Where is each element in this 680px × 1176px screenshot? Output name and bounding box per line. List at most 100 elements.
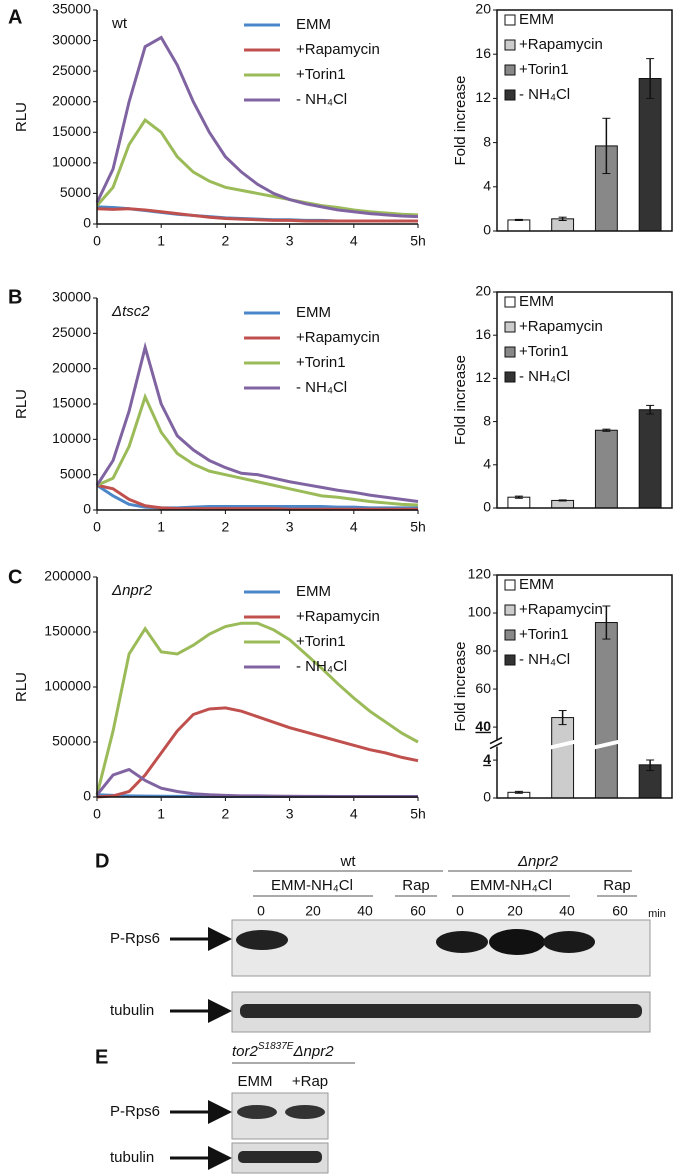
- legend-label: EMM: [519, 11, 554, 28]
- legend-swatch: [504, 39, 516, 51]
- legend-swatch: [504, 346, 516, 358]
- time-unit: min: [648, 908, 666, 920]
- annotation: wt: [111, 15, 128, 32]
- blot-e: tor2S1837EΔnpr2 EMM +Rap P-Rps6 tubulin: [110, 1041, 355, 1174]
- x-tick-label: 2: [222, 519, 230, 535]
- y-tick-label: 0: [483, 499, 491, 515]
- bar-break: [593, 739, 620, 750]
- x-tick-label: 5h: [410, 233, 426, 249]
- legend-label: - NH₄Cl: [296, 658, 347, 675]
- time-label: 60: [410, 903, 426, 919]
- band: [543, 931, 595, 953]
- panel-label: E: [95, 1046, 108, 1068]
- time-label: 20: [507, 903, 523, 919]
- x-tick-label: 3: [286, 519, 294, 535]
- y-axis-label: RLU: [13, 389, 30, 419]
- series-line: [95, 117, 419, 217]
- bar: [507, 496, 531, 509]
- legend-swatch: [504, 371, 516, 383]
- legend-label: - NH₄Cl: [296, 379, 347, 396]
- bar: [507, 219, 531, 232]
- legend-swatch: [504, 14, 516, 26]
- legend-label: +Torin1: [519, 343, 569, 360]
- series-line: [96, 706, 419, 799]
- legend-swatch: [504, 64, 516, 76]
- legend-label: - NH₄Cl: [296, 91, 347, 108]
- legend-label: +Rapamycin: [519, 36, 603, 53]
- allele: S1837E: [258, 1041, 294, 1052]
- y-tick-label: 40: [475, 718, 491, 734]
- series-line: [95, 621, 419, 796]
- panel-label: B: [8, 286, 22, 308]
- x-tick-label: 1: [157, 519, 165, 535]
- x-tick-label: 0: [93, 519, 101, 535]
- x-tick-label: 3: [286, 806, 294, 822]
- row-label: P-Rps6: [110, 930, 160, 947]
- bar: [594, 622, 618, 799]
- legend-label: - NH₄Cl: [519, 86, 570, 103]
- series-line: [95, 341, 419, 504]
- y-tick-label: 8: [483, 133, 491, 149]
- x-tick-label: 1: [157, 233, 165, 249]
- y-axis-label: Fold increase: [452, 355, 469, 445]
- x-tick-label: 2: [222, 806, 230, 822]
- y-tick-label: 80: [475, 642, 491, 658]
- row-label: tubulin: [110, 1149, 154, 1166]
- y-axis-label: RLU: [13, 672, 30, 702]
- time-label: 60: [612, 903, 628, 919]
- row-label: P-Rps6: [110, 1103, 160, 1120]
- y-tick-label: 10000: [52, 430, 91, 446]
- panel-label: A: [8, 6, 22, 28]
- plot-frame: [496, 574, 673, 799]
- x-tick-label: 4: [350, 233, 358, 249]
- band: [489, 929, 545, 955]
- legend-label: +Torin1: [296, 66, 346, 83]
- y-tick-label: 20000: [52, 359, 91, 375]
- y-tick-label: 0: [83, 215, 91, 231]
- x-tick-label: 1: [157, 806, 165, 822]
- axis-break-gap: [494, 740, 500, 747]
- y-tick-label: 4: [483, 456, 491, 472]
- legend-swatch: [504, 579, 516, 591]
- legend-label: +Torin1: [296, 633, 346, 650]
- legend-swatch: [504, 604, 516, 616]
- y-tick-label: 25000: [52, 62, 91, 78]
- time-label: 0: [456, 903, 464, 919]
- bar-break: [549, 739, 576, 750]
- y-tick-label: 20: [475, 283, 491, 299]
- treatment-label: Rap: [603, 877, 631, 894]
- legend-label: EMM: [296, 304, 331, 321]
- bar: [638, 78, 662, 232]
- lane-label: EMM: [238, 1073, 273, 1090]
- x-tick-label: 3: [286, 233, 294, 249]
- legend-swatch: [504, 321, 516, 333]
- band: [285, 1105, 325, 1119]
- strain-label: Δnpr2: [517, 853, 559, 870]
- legend-label: EMM: [519, 293, 554, 310]
- bar: [551, 499, 575, 509]
- y-tick-label: 200000: [44, 568, 91, 584]
- gene: tor2: [232, 1043, 259, 1060]
- legend-label: +Rapamycin: [519, 601, 603, 618]
- y-tick-label: 50000: [52, 733, 91, 749]
- bar: [638, 409, 662, 509]
- x-tick-label: 2: [222, 233, 230, 249]
- panel-label: C: [8, 566, 22, 588]
- legend-label: - NH₄Cl: [519, 368, 570, 385]
- y-axis-label: RLU: [13, 102, 30, 132]
- blot-d: wt Δnpr2 EMM-NH₄Cl Rap EMM-NH₄Cl Rap 0 2…: [110, 853, 666, 1033]
- plot-frame: [496, 291, 673, 509]
- band: [240, 1004, 642, 1018]
- series-line: [95, 35, 419, 219]
- y-tick-label: 0: [83, 501, 91, 517]
- legend-label: +Rapamycin: [296, 608, 380, 625]
- y-tick-label: 8: [483, 412, 491, 428]
- y-axis-label: Fold increase: [452, 75, 469, 165]
- legend-label: +Rapamycin: [296, 41, 380, 58]
- legend-swatch: [504, 89, 516, 101]
- axis-break: [489, 741, 503, 750]
- legend-label: EMM: [296, 16, 331, 33]
- y-tick-label: 0: [83, 788, 91, 804]
- y-tick-label: 4: [483, 751, 491, 767]
